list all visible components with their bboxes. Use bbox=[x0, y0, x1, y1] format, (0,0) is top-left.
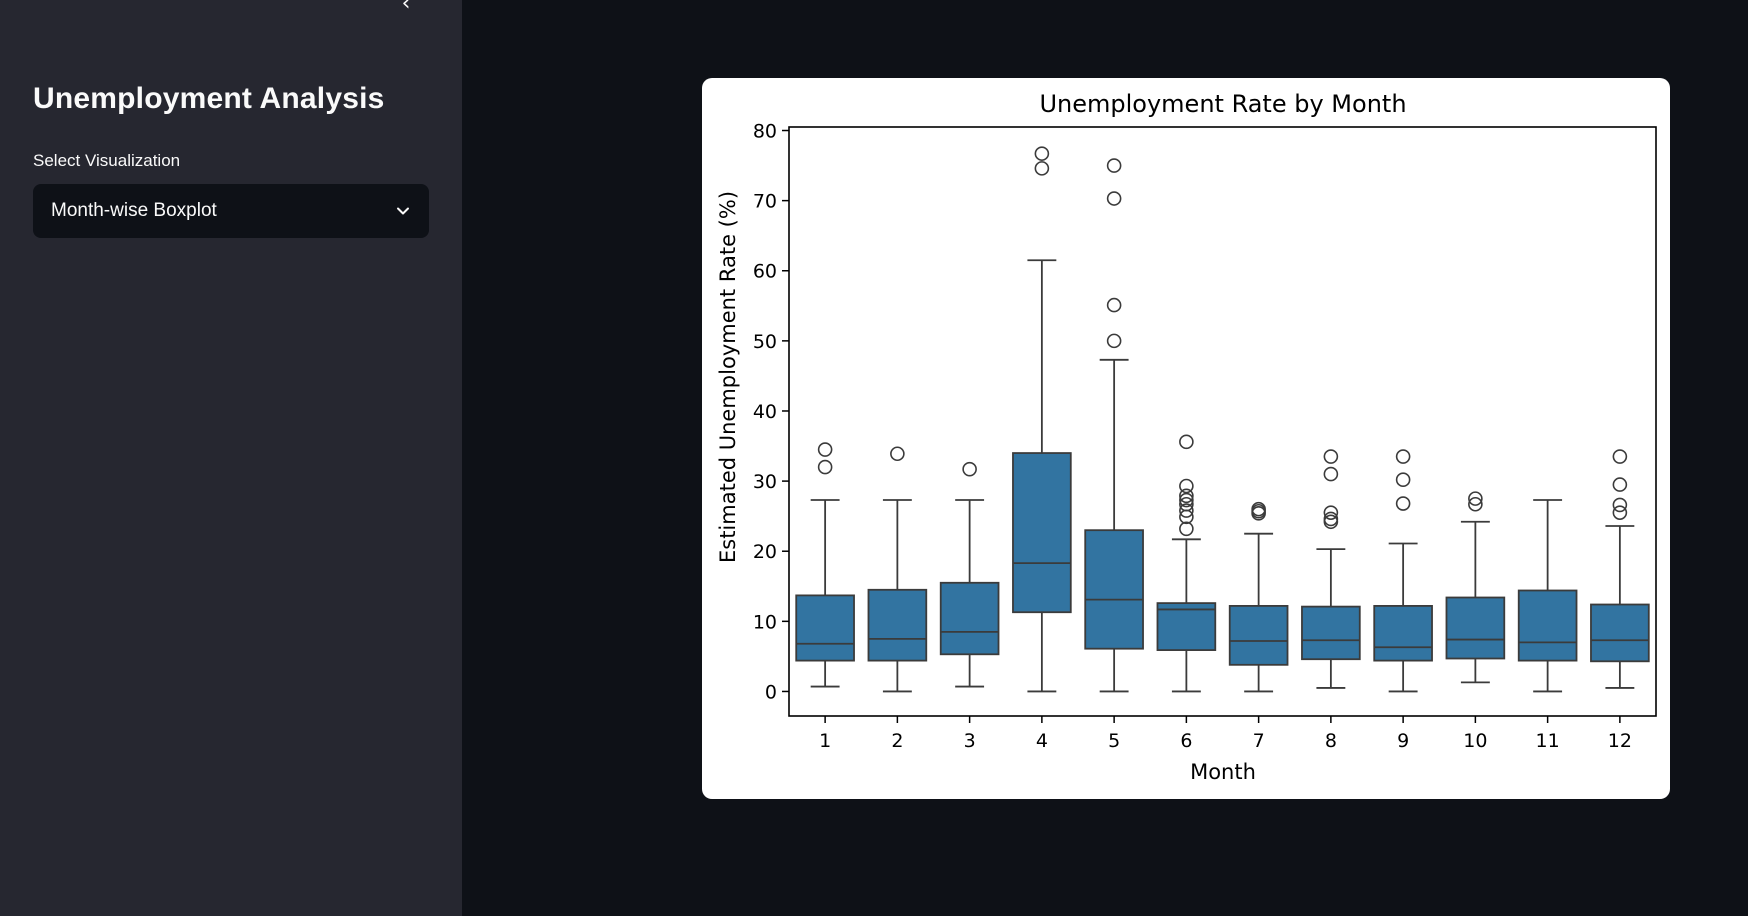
box-month-7 bbox=[1228, 605, 1289, 666]
box-month-9 bbox=[1373, 605, 1433, 662]
y-tick-label: 20 bbox=[753, 541, 777, 563]
outlier-point bbox=[1323, 511, 1339, 527]
outlier-point bbox=[1179, 492, 1194, 508]
sidebar-title: Unemployment Analysis bbox=[33, 82, 385, 115]
y-tick-label: 80 bbox=[753, 121, 777, 143]
outlier-point bbox=[1323, 449, 1339, 464]
outlier-point bbox=[1323, 466, 1339, 482]
x-tick-label: 11 bbox=[1536, 730, 1560, 752]
outlier-point bbox=[1395, 449, 1411, 464]
outlier-point bbox=[1468, 491, 1483, 506]
outlier-point bbox=[962, 461, 977, 477]
boxplot-chart: Unemployment Rate by Month Estimated Une… bbox=[716, 90, 1657, 784]
box-month-8 bbox=[1301, 605, 1361, 661]
box-month-12 bbox=[1590, 603, 1650, 663]
outlier-point bbox=[1179, 521, 1194, 537]
outlier-point bbox=[1179, 434, 1194, 450]
x-tick-label: 1 bbox=[819, 730, 831, 752]
y-axis-label: Estimated Unemployment Rate (%) bbox=[716, 191, 740, 563]
chevron-left-icon[interactable]: ‹ bbox=[401, 0, 411, 16]
select-visualization-label: Select Visualization bbox=[33, 151, 181, 170]
box-month-4 bbox=[1012, 452, 1072, 614]
x-tick-label: 10 bbox=[1463, 730, 1487, 752]
outlier-point bbox=[890, 446, 905, 462]
sidebar: ‹ Unemployment Analysis Select Visualiza… bbox=[0, 0, 462, 916]
plot-frame bbox=[788, 126, 1657, 717]
box-month-6 bbox=[1156, 602, 1217, 651]
x-tick-label: 3 bbox=[964, 730, 976, 752]
box-month-10 bbox=[1445, 596, 1506, 660]
x-tick-label: 6 bbox=[1180, 730, 1192, 752]
chart-card: Unemployment Rate by Month Estimated Une… bbox=[702, 78, 1670, 799]
chevron-down-icon bbox=[397, 207, 409, 215]
outlier-point bbox=[1468, 496, 1483, 512]
outlier-point bbox=[1251, 501, 1266, 517]
y-tick-label: 60 bbox=[753, 261, 777, 283]
box-month-3 bbox=[939, 581, 1000, 656]
outlier-point bbox=[1612, 497, 1628, 513]
x-tick-label: 5 bbox=[1108, 730, 1120, 752]
chart-title: Unemployment Rate by Month bbox=[1039, 90, 1406, 118]
y-tick-label: 0 bbox=[765, 681, 777, 703]
outlier-point bbox=[1179, 478, 1194, 494]
x-tick-label: 4 bbox=[1036, 730, 1048, 752]
outlier-point bbox=[817, 442, 833, 457]
x-tick-label: 12 bbox=[1608, 730, 1632, 752]
x-tick-label: 7 bbox=[1253, 730, 1265, 752]
outlier-point bbox=[1395, 472, 1411, 487]
y-tick-label: 10 bbox=[753, 611, 777, 633]
box-month-2 bbox=[867, 588, 928, 662]
outlier-point bbox=[817, 459, 833, 475]
x-tick-label: 9 bbox=[1397, 730, 1409, 752]
outlier-point bbox=[1612, 449, 1628, 464]
outlier-point bbox=[1323, 505, 1339, 520]
outlier-point bbox=[1612, 477, 1628, 492]
box-month-11 bbox=[1517, 589, 1578, 662]
box-month-1 bbox=[795, 594, 855, 662]
outlier-point bbox=[1106, 297, 1122, 313]
box-month-5 bbox=[1084, 529, 1144, 650]
outlier-point bbox=[1106, 333, 1122, 349]
outlier-point bbox=[1106, 191, 1122, 206]
x-axis-label: Month bbox=[1190, 760, 1256, 784]
visualization-select-value: Month-wise Boxplot bbox=[51, 200, 217, 221]
visualization-select[interactable]: Month-wise Boxplot bbox=[33, 184, 429, 238]
outlier-point bbox=[1179, 496, 1194, 512]
outlier-point bbox=[1395, 496, 1411, 511]
y-tick-label: 30 bbox=[753, 471, 777, 493]
outlier-point bbox=[1106, 158, 1122, 173]
x-tick-label: 8 bbox=[1325, 730, 1337, 752]
outlier-point bbox=[1179, 503, 1194, 518]
y-tick-label: 70 bbox=[753, 191, 777, 213]
outlier-point bbox=[1179, 488, 1194, 504]
outlier-point bbox=[1612, 505, 1628, 520]
outlier-point bbox=[1034, 146, 1050, 161]
y-tick-label: 50 bbox=[753, 331, 777, 353]
x-tick-label: 2 bbox=[891, 730, 903, 752]
outlier-point bbox=[1034, 161, 1050, 176]
y-tick-label: 40 bbox=[753, 401, 777, 423]
